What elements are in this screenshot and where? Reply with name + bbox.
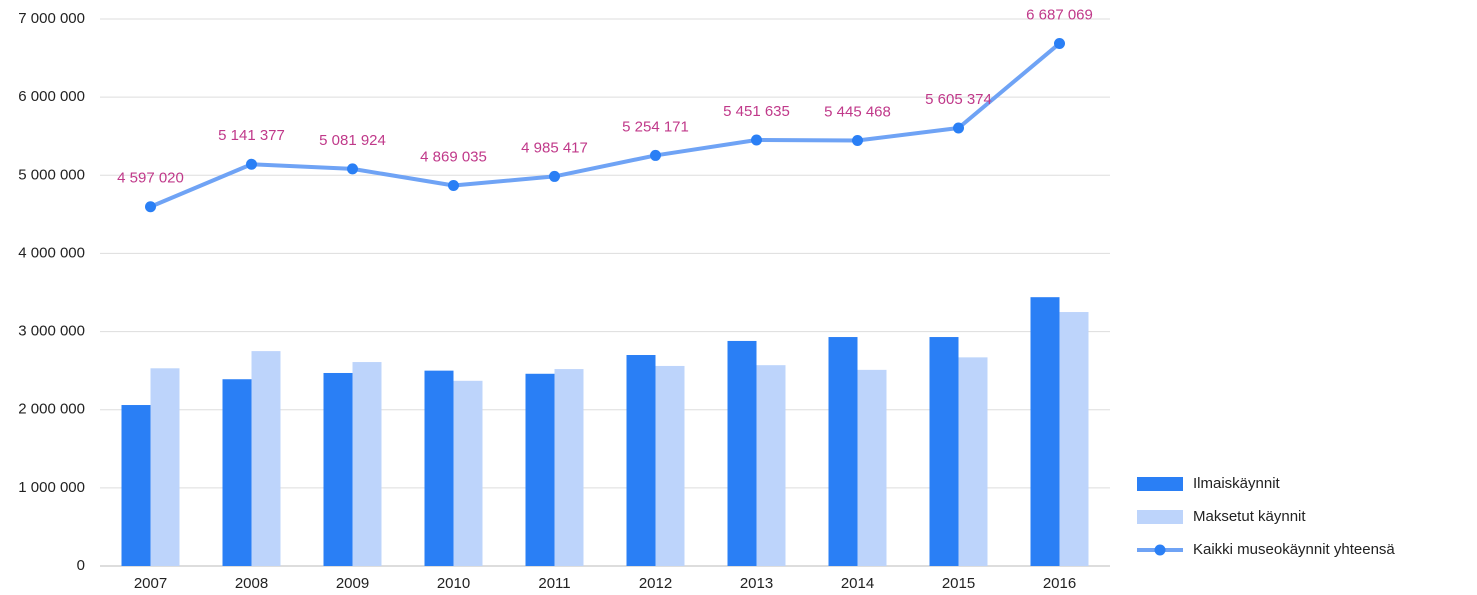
point [145,201,156,213]
x-tick-label: 2015 [942,575,975,592]
bar [150,368,180,566]
data-label: 4 985 417 [521,139,588,156]
y-tick-label: 4 000 000 [18,244,85,261]
x-tick-label: 2012 [639,575,672,592]
x-tick-label: 2008 [235,575,268,592]
data-label: 5 445 468 [824,103,891,120]
bar [626,355,656,566]
x-tick-label: 2011 [538,575,570,592]
y-tick-label: 3 000 000 [18,323,85,340]
point [549,170,560,182]
point [1054,37,1065,49]
point [448,180,459,192]
bar [323,372,353,566]
point [347,163,358,175]
legend-label: Kaikki museokäynnit yhteensä [1193,541,1395,558]
bar [554,369,584,566]
data-label: 4 597 020 [117,170,184,187]
bar [352,362,382,566]
y-tick-label: 5 000 000 [18,166,85,183]
y-tick-label: 1 000 000 [18,479,85,496]
x-tick-label: 2007 [134,575,167,592]
bar [121,405,151,566]
bar [525,373,555,566]
bar [828,337,858,566]
data-label: 5 141 377 [218,127,285,144]
bar [756,365,786,566]
bar [1059,312,1089,566]
bar [958,357,988,566]
legend-swatch [1137,477,1183,491]
legend-label: Maksetut käynnit [1193,508,1306,525]
y-tick-label: 2 000 000 [18,401,85,418]
bar [857,369,887,566]
line [149,41,1061,209]
data-label: 5 254 171 [622,118,689,135]
legend-marker [1154,544,1166,556]
bar [222,379,252,566]
point [650,149,661,161]
x-tick-label: 2010 [437,575,470,592]
bar [929,337,959,566]
legend-label: Ilmaiskäynnit [1193,475,1281,492]
point [852,134,863,146]
bar [655,365,685,566]
x-tick-label: 2016 [1043,575,1076,592]
y-tick-label: 6 000 000 [18,88,85,105]
x-tick-label: 2013 [740,575,773,592]
bar [1030,297,1060,566]
point [751,134,762,146]
bar [251,351,281,566]
point [953,122,964,134]
x-tick-label: 2014 [841,575,874,592]
bar [424,370,454,566]
legend-swatch [1137,510,1183,524]
point [246,158,257,170]
bar [453,380,483,566]
data-label: 5 451 635 [723,103,790,120]
bar [727,340,757,566]
y-tick-label: 7 000 000 [18,10,85,27]
y-tick-label: 0 [77,557,85,574]
data-label: 5 605 374 [925,91,992,108]
data-label: 5 081 924 [319,132,386,149]
data-label: 6 687 069 [1026,6,1093,23]
x-tick-label: 2009 [336,575,369,592]
data-label: 4 869 035 [420,148,487,165]
